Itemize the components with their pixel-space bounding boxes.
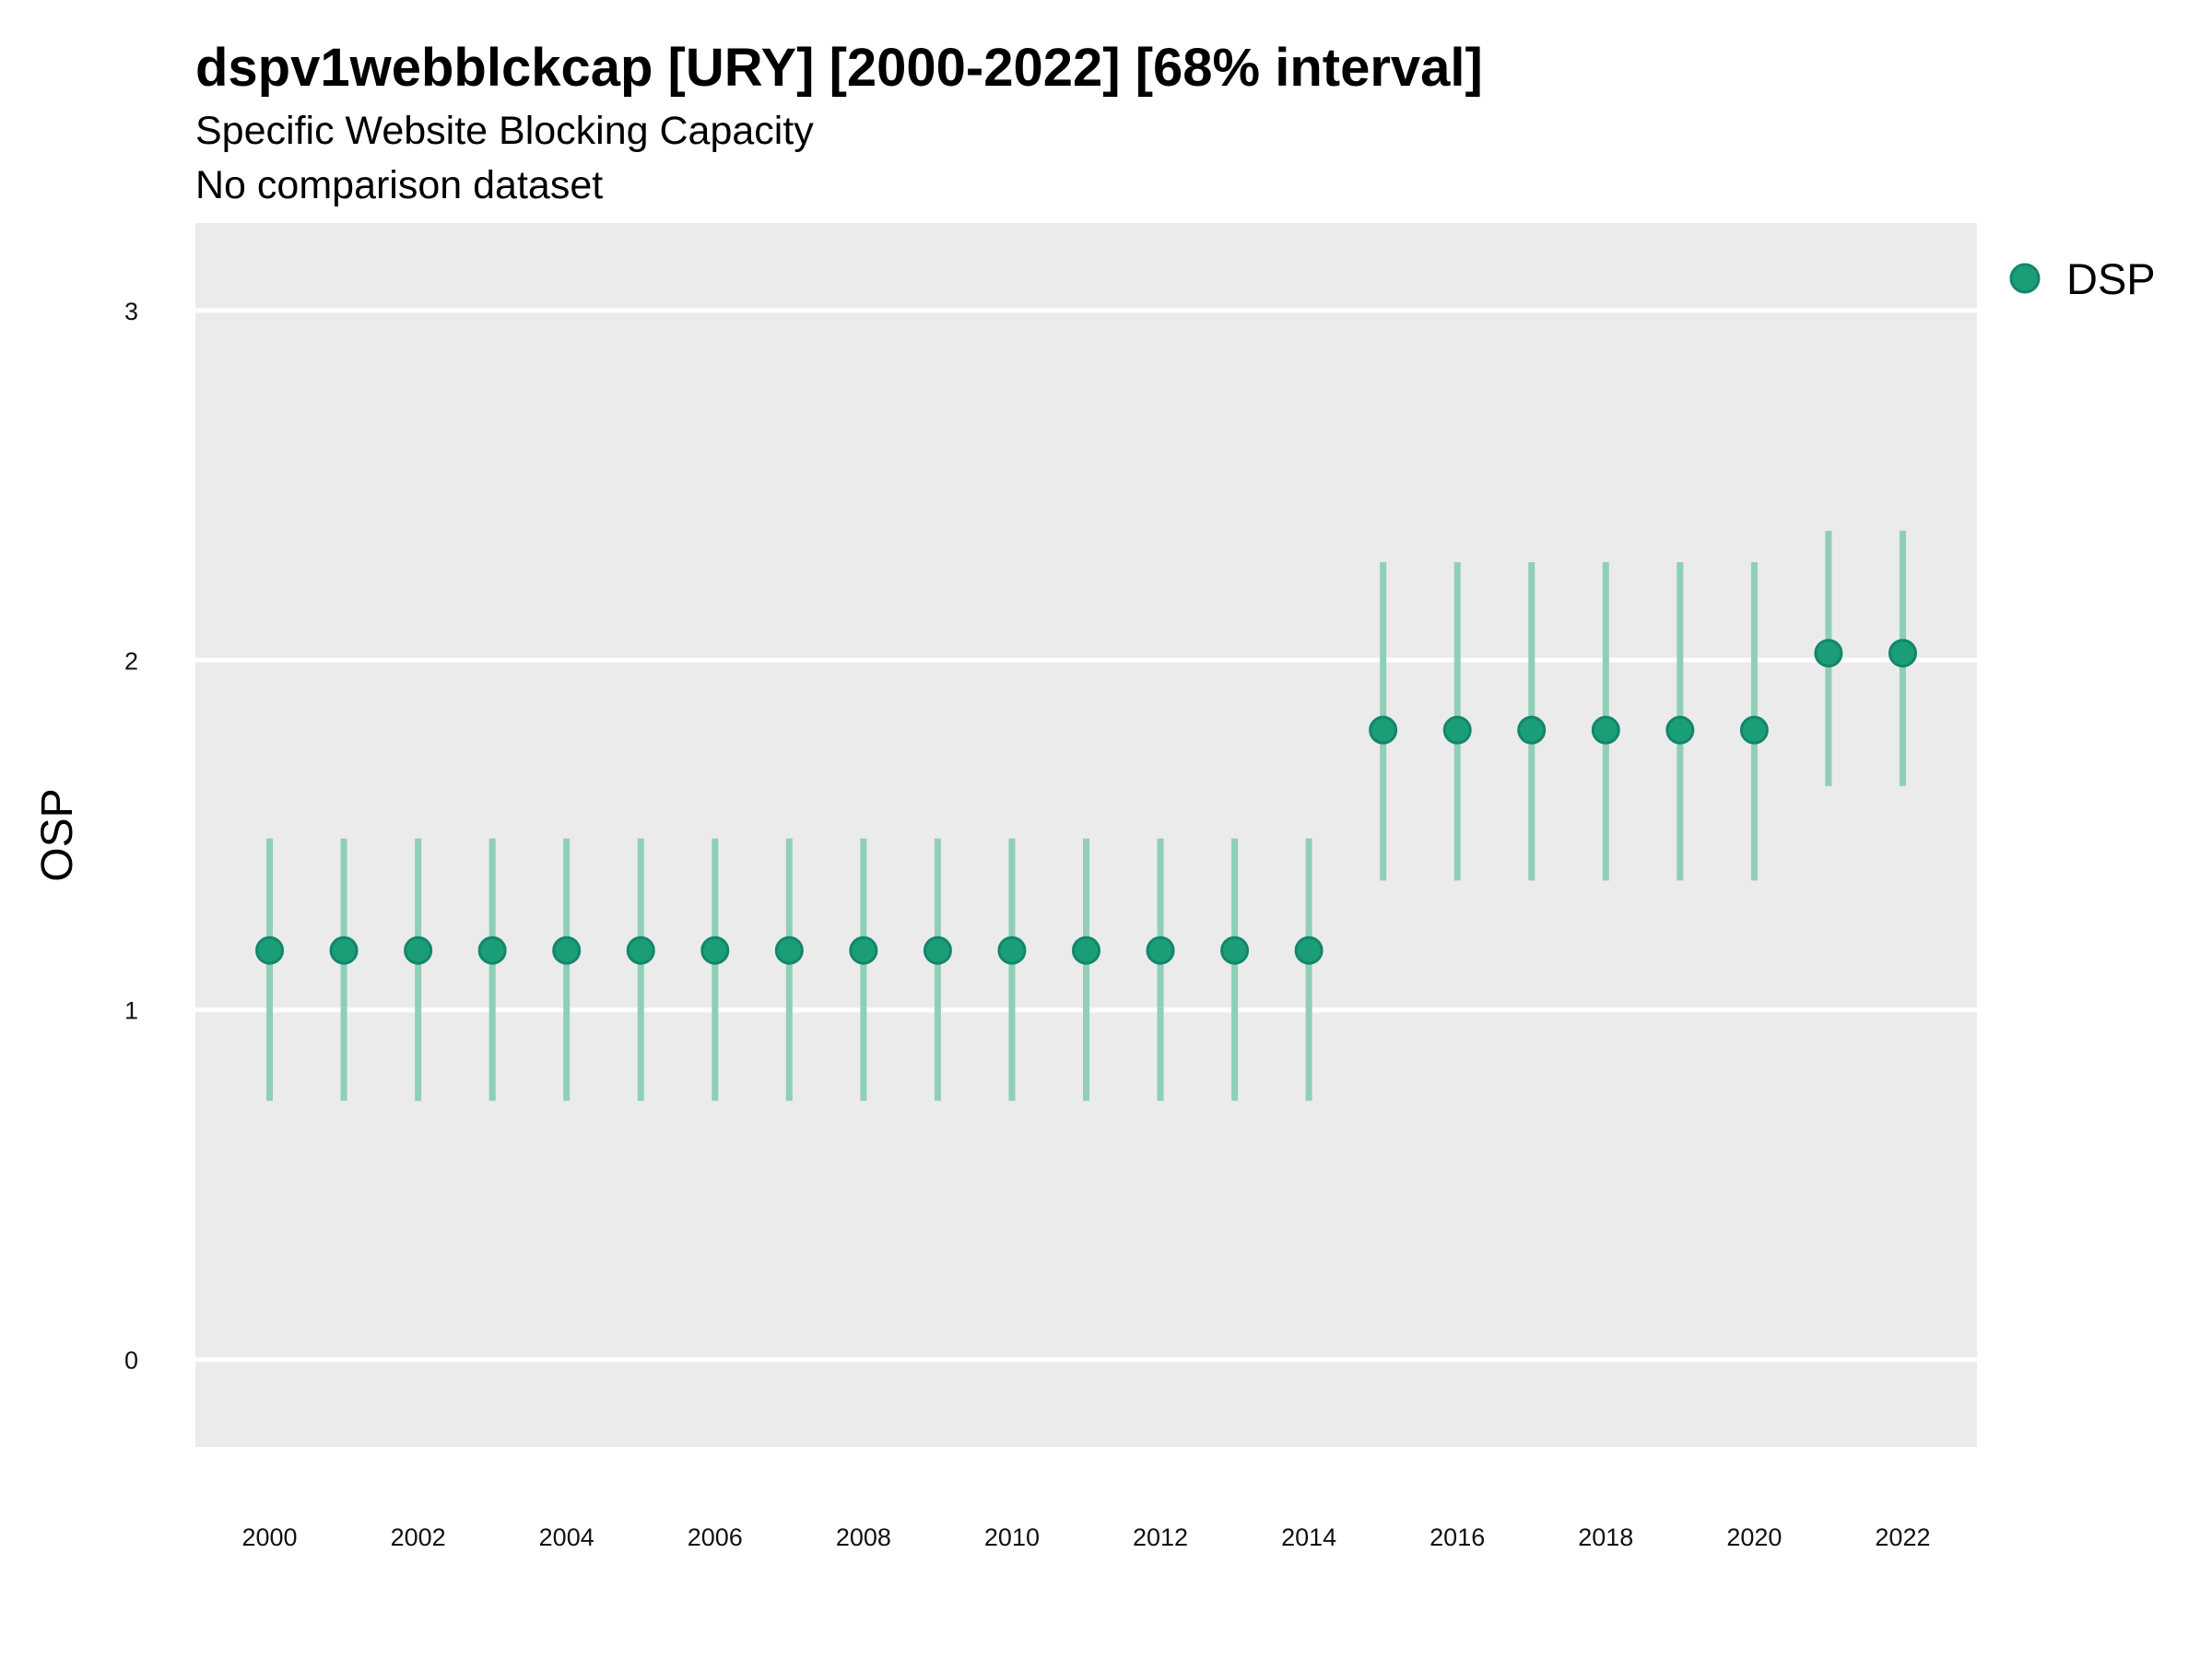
- data-point: [477, 935, 507, 965]
- plot-panel: [195, 223, 1977, 1447]
- data-point: [997, 935, 1027, 965]
- x-tick-label: 2018: [1578, 1524, 1633, 1551]
- x-tick-label: 2012: [1133, 1524, 1188, 1551]
- data-point: [255, 935, 285, 965]
- x-tick-labels: 2000 2002 2004 2006 2008 2010 2012 2014 2016 2018…: [242, 1524, 1931, 1551]
- y-tick-label: 1: [124, 997, 138, 1025]
- data-point: [1072, 935, 1100, 965]
- point-layer: [255, 639, 1917, 965]
- data-point: [849, 935, 878, 965]
- y-axis-title: OSP: [33, 788, 82, 881]
- data-point: [1814, 639, 1843, 668]
- data-point: [1665, 715, 1695, 745]
- legend-label-dsp: DSP: [2066, 254, 2156, 303]
- y-tick-label: 2: [124, 647, 138, 675]
- data-point: [1739, 715, 1769, 745]
- data-point: [552, 935, 582, 965]
- data-point: [1591, 715, 1620, 745]
- data-point: [1442, 715, 1472, 745]
- x-tick-label: 2022: [1875, 1524, 1930, 1551]
- chart-title: dspv1webblckcap [URY] [2000-2022] [68% i…: [195, 38, 1483, 98]
- data-point: [774, 935, 804, 965]
- data-point: [923, 935, 952, 965]
- data-point: [1888, 639, 1917, 668]
- x-tick-label: 2008: [836, 1524, 891, 1551]
- data-point: [626, 935, 655, 965]
- data-point: [1146, 935, 1175, 965]
- y-tick-labels: 0 1 2 3: [124, 298, 138, 1374]
- data-point: [404, 935, 433, 965]
- data-point: [1517, 715, 1547, 745]
- legend-swatch-dsp: [2009, 263, 2041, 294]
- x-tick-label: 2016: [1430, 1524, 1485, 1551]
- x-tick-label: 2002: [391, 1524, 446, 1551]
- data-point: [700, 935, 730, 965]
- data-point: [329, 935, 359, 965]
- comparison-note: No comparison dataset: [195, 163, 603, 207]
- x-tick-label: 2014: [1281, 1524, 1336, 1551]
- y-tick-label: 0: [124, 1347, 138, 1374]
- x-tick-label: 2006: [688, 1524, 743, 1551]
- x-tick-label: 2020: [1726, 1524, 1782, 1551]
- x-tick-label: 2010: [984, 1524, 1040, 1551]
- data-point: [1294, 935, 1324, 965]
- data-point: [1220, 935, 1250, 965]
- x-tick-label: 2004: [539, 1524, 594, 1551]
- chart-subtitle: Specific Website Blocking Capacity: [195, 109, 814, 153]
- data-point: [1369, 715, 1398, 745]
- y-tick-label: 3: [124, 298, 138, 325]
- x-tick-label: 2000: [242, 1524, 298, 1551]
- legend: DSP: [2009, 254, 2156, 303]
